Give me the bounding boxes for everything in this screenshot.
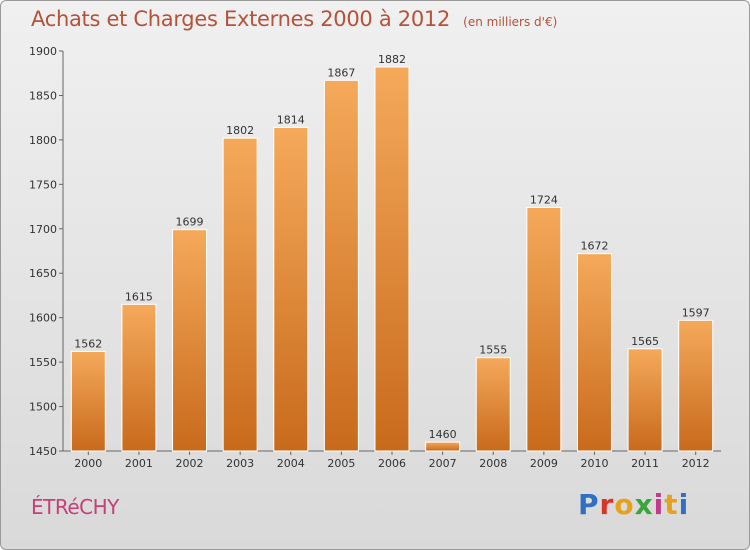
brand-letter: i (678, 488, 690, 521)
x-tick-label: 2004 (277, 457, 305, 470)
bar (678, 319, 714, 452)
y-tick-label: 1650 (29, 267, 57, 280)
brand-logo[interactable]: Proxiti (578, 488, 689, 521)
bar (374, 66, 410, 452)
bar (121, 303, 157, 452)
y-tick-label: 1750 (29, 178, 57, 191)
x-tick-label: 2005 (327, 457, 355, 470)
bar (475, 357, 511, 452)
bar (526, 206, 562, 452)
data-label: 1699 (176, 216, 204, 229)
data-label: 1562 (74, 337, 102, 350)
x-tick-label: 2003 (226, 457, 254, 470)
bar (273, 126, 309, 452)
x-tick-label: 2000 (74, 457, 102, 470)
bar (172, 229, 208, 452)
brand-letter: P (578, 488, 600, 521)
y-tick-label: 1500 (29, 401, 57, 414)
brand-letter: r (599, 488, 615, 521)
data-label: 1555 (479, 344, 507, 357)
data-label: 1672 (580, 240, 608, 253)
data-label: 1802 (226, 124, 254, 137)
y-tick-label: 1600 (29, 312, 57, 325)
brand-letter: i (653, 488, 665, 521)
data-label: 1597 (682, 306, 710, 319)
x-tick-label: 2010 (580, 457, 608, 470)
title-row: Achats et Charges Externes 2000 à 2012 (… (31, 7, 557, 31)
data-label: 1882 (378, 53, 406, 66)
chart-title: Achats et Charges Externes 2000 à 2012 (31, 7, 451, 31)
bar (425, 441, 461, 452)
bar (323, 79, 359, 452)
data-label: 1565 (631, 335, 659, 348)
data-label: 1814 (277, 113, 305, 126)
town-name: ÉTRéCHY (31, 495, 119, 519)
bar (70, 350, 106, 452)
x-tick-label: 2008 (479, 457, 507, 470)
x-tick-label: 2007 (429, 457, 457, 470)
brand-letter: x (634, 488, 654, 521)
x-tick-label: 2009 (530, 457, 558, 470)
brand-letter: t (664, 488, 679, 521)
data-label: 1867 (327, 66, 355, 79)
y-tick-label: 1550 (29, 356, 57, 369)
y-tick-label: 1450 (29, 445, 57, 458)
data-label: 1460 (429, 428, 457, 441)
chart-subtitle: (en milliers d'€) (463, 15, 558, 29)
x-tick-label: 2006 (378, 457, 406, 470)
y-tick-label: 1700 (29, 223, 57, 236)
data-label: 1615 (125, 290, 153, 303)
y-tick-label: 1850 (29, 89, 57, 102)
x-tick-label: 2001 (125, 457, 153, 470)
x-tick-label: 2002 (176, 457, 204, 470)
bar (576, 253, 612, 452)
x-tick-label: 2011 (631, 457, 659, 470)
y-tick-label: 1900 (29, 45, 57, 58)
data-label: 1724 (530, 193, 558, 206)
y-tick-label: 1800 (29, 134, 57, 147)
bar (627, 348, 663, 452)
bar (222, 137, 258, 452)
x-tick-label: 2012 (682, 457, 710, 470)
brand-letter: o (614, 488, 635, 521)
